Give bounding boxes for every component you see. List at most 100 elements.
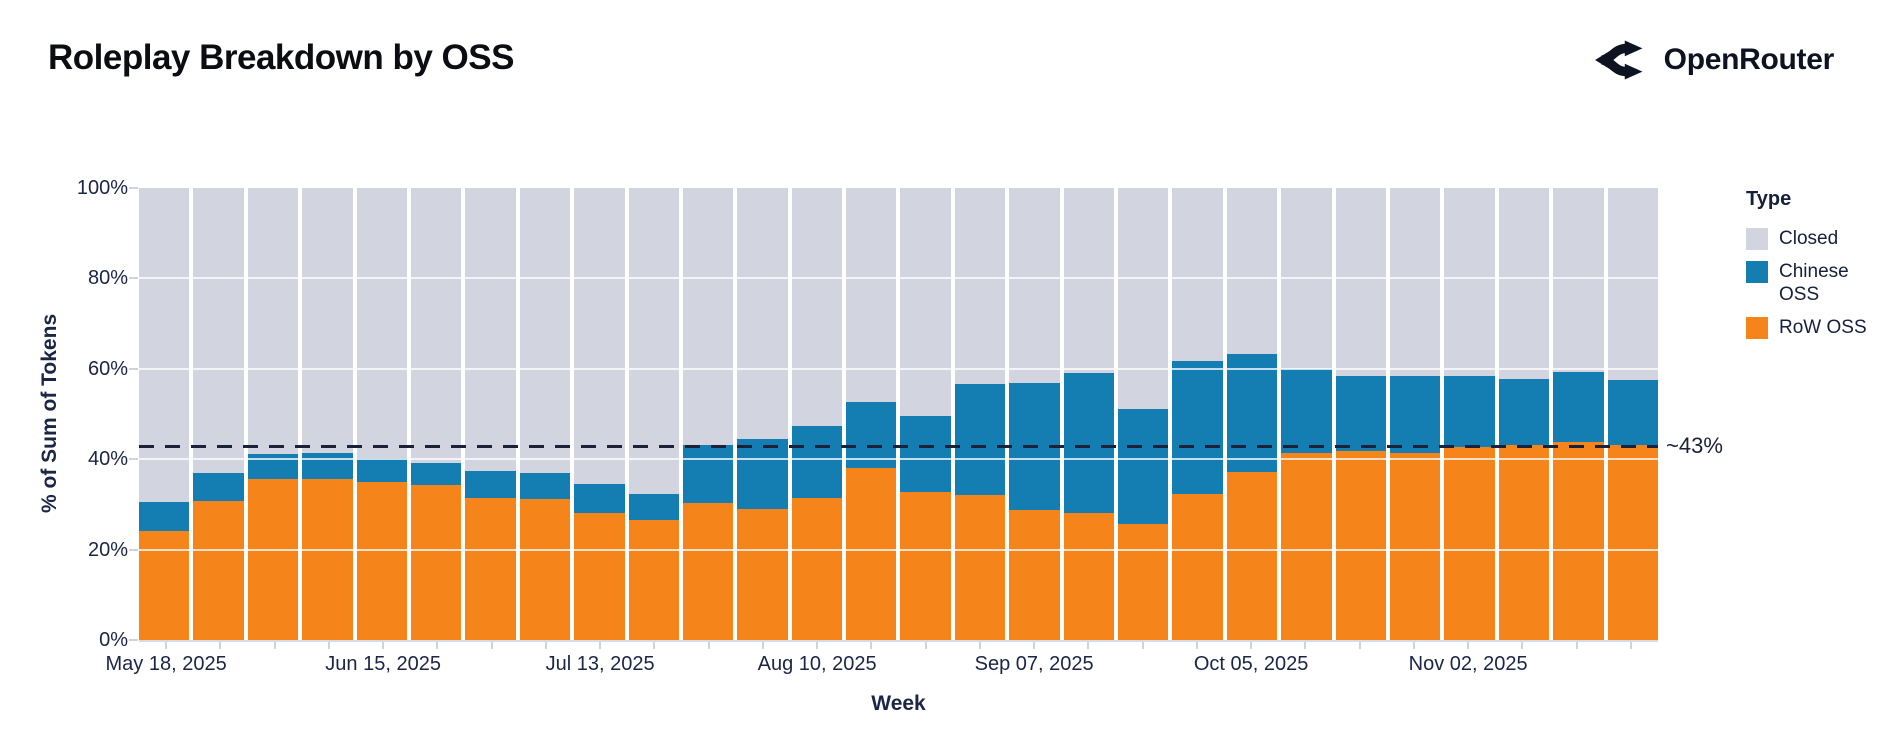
- bar-week-jul-27[interactable]: [682, 188, 734, 640]
- bar-week-nov-09[interactable]: [1498, 188, 1550, 640]
- bar-segment-row-oss[interactable]: [682, 503, 734, 640]
- bar-week-aug-17[interactable]: [846, 188, 897, 640]
- bar-week-jul-20[interactable]: [628, 188, 679, 640]
- bar-segment-row-oss[interactable]: [193, 500, 244, 640]
- bar-week-jul-06[interactable]: [519, 188, 571, 640]
- bar-segment-row-oss[interactable]: [1553, 442, 1604, 640]
- bar-segment-chinese-oss[interactable]: [737, 438, 788, 509]
- bar-week-sep-21[interactable]: [1118, 188, 1169, 640]
- bar-week-nov-23[interactable]: [1607, 188, 1658, 640]
- bar-segment-chinese-oss[interactable]: [1118, 409, 1169, 525]
- bar-segment-closed[interactable]: [1444, 188, 1495, 377]
- bar-segment-chinese-oss[interactable]: [139, 502, 190, 531]
- bar-segment-chinese-oss[interactable]: [1226, 354, 1278, 472]
- bar-segment-row-oss[interactable]: [302, 478, 353, 640]
- bar-segment-chinese-oss[interactable]: [628, 493, 679, 521]
- bar-week-jun-22[interactable]: [410, 188, 462, 640]
- bar-segment-closed[interactable]: [574, 188, 625, 485]
- bar-segment-closed[interactable]: [1607, 188, 1658, 381]
- bar-segment-chinese-oss[interactable]: [1389, 376, 1441, 453]
- bar-segment-row-oss[interactable]: [410, 484, 462, 640]
- bar-segment-chinese-oss[interactable]: [1281, 369, 1332, 454]
- bar-week-may-25[interactable]: [193, 188, 244, 640]
- bar-segment-chinese-oss[interactable]: [1172, 361, 1223, 494]
- bar-segment-chinese-oss[interactable]: [247, 454, 299, 480]
- bar-segment-row-oss[interactable]: [1335, 451, 1386, 640]
- bar-segment-closed[interactable]: [1226, 188, 1278, 355]
- bar-week-aug-31[interactable]: [954, 188, 1006, 640]
- bar-segment-row-oss[interactable]: [1281, 453, 1332, 640]
- bar-segment-row-oss[interactable]: [1226, 471, 1278, 640]
- bar-segment-closed[interactable]: [1281, 188, 1332, 370]
- bar-week-aug-10[interactable]: [791, 188, 843, 640]
- bar-segment-row-oss[interactable]: [465, 497, 516, 640]
- bar-segment-closed[interactable]: [737, 188, 788, 439]
- bar-segment-row-oss[interactable]: [574, 512, 625, 640]
- bar-segment-chinese-oss[interactable]: [682, 445, 734, 504]
- bar-segment-chinese-oss[interactable]: [465, 470, 516, 498]
- bar-week-oct-26[interactable]: [1389, 188, 1441, 640]
- bar-segment-chinese-oss[interactable]: [356, 458, 407, 482]
- bar-segment-row-oss[interactable]: [1172, 493, 1223, 640]
- bar-week-jun-29[interactable]: [465, 188, 516, 640]
- bar-segment-chinese-oss[interactable]: [1335, 375, 1386, 452]
- bar-segment-chinese-oss[interactable]: [846, 402, 897, 468]
- bar-segment-closed[interactable]: [1389, 188, 1441, 377]
- bar-segment-chinese-oss[interactable]: [1553, 371, 1604, 443]
- bar-week-jun-15[interactable]: [356, 188, 407, 640]
- bar-segment-closed[interactable]: [954, 188, 1006, 385]
- bar-segment-closed[interactable]: [1172, 188, 1223, 362]
- bar-week-sep-14[interactable]: [1063, 188, 1115, 640]
- bar-segment-closed[interactable]: [1335, 188, 1386, 376]
- bar-segment-closed[interactable]: [1498, 188, 1550, 380]
- bar-segment-chinese-oss[interactable]: [791, 425, 843, 498]
- bar-segment-closed[interactable]: [139, 188, 190, 503]
- bar-week-nov-02[interactable]: [1444, 188, 1495, 640]
- bar-segment-row-oss[interactable]: [628, 520, 679, 640]
- bar-segment-row-oss[interactable]: [1389, 452, 1441, 640]
- bar-segment-closed[interactable]: [1553, 188, 1604, 372]
- bar-segment-chinese-oss[interactable]: [519, 472, 571, 499]
- bar-week-aug-24[interactable]: [900, 188, 951, 640]
- bar-segment-row-oss[interactable]: [1498, 445, 1550, 640]
- bar-segment-closed[interactable]: [682, 188, 734, 446]
- bar-segment-closed[interactable]: [410, 188, 462, 463]
- bar-segment-row-oss[interactable]: [900, 491, 951, 640]
- bar-segment-row-oss[interactable]: [1607, 444, 1658, 640]
- bar-segment-row-oss[interactable]: [247, 479, 299, 640]
- bar-segment-closed[interactable]: [846, 188, 897, 403]
- bar-segment-closed[interactable]: [302, 188, 353, 454]
- bar-week-sep-07[interactable]: [1009, 188, 1060, 640]
- bar-segment-row-oss[interactable]: [846, 467, 897, 640]
- bar-week-jun-08[interactable]: [302, 188, 353, 640]
- bar-segment-closed[interactable]: [628, 188, 679, 494]
- bar-segment-closed[interactable]: [193, 188, 244, 473]
- bar-segment-closed[interactable]: [900, 188, 951, 417]
- bar-week-oct-05[interactable]: [1226, 188, 1278, 640]
- bar-week-nov-16[interactable]: [1553, 188, 1604, 640]
- bar-segment-row-oss[interactable]: [954, 494, 1006, 640]
- bar-segment-closed[interactable]: [1009, 188, 1060, 383]
- bar-week-oct-19[interactable]: [1335, 188, 1386, 640]
- bar-segment-chinese-oss[interactable]: [1607, 380, 1658, 445]
- bar-segment-row-oss[interactable]: [1063, 513, 1115, 640]
- bar-segment-row-oss[interactable]: [139, 530, 190, 640]
- bar-segment-chinese-oss[interactable]: [954, 384, 1006, 495]
- bar-segment-row-oss[interactable]: [1118, 524, 1169, 640]
- bar-segment-chinese-oss[interactable]: [1498, 379, 1550, 446]
- bar-week-jul-13[interactable]: [574, 188, 625, 640]
- bar-segment-closed[interactable]: [1063, 188, 1115, 374]
- bar-segment-row-oss[interactable]: [356, 481, 407, 640]
- bar-segment-closed[interactable]: [791, 188, 843, 426]
- bar-segment-row-oss[interactable]: [1009, 509, 1060, 640]
- bar-segment-closed[interactable]: [465, 188, 516, 471]
- bar-segment-row-oss[interactable]: [1444, 446, 1495, 640]
- bar-segment-chinese-oss[interactable]: [410, 462, 462, 485]
- bar-segment-row-oss[interactable]: [791, 497, 843, 640]
- bar-week-may-18[interactable]: [139, 188, 190, 640]
- bar-segment-chinese-oss[interactable]: [302, 453, 353, 479]
- bar-segment-closed[interactable]: [356, 188, 407, 459]
- bar-segment-chinese-oss[interactable]: [1063, 373, 1115, 514]
- bar-segment-chinese-oss[interactable]: [1444, 376, 1495, 447]
- bar-segment-chinese-oss[interactable]: [900, 416, 951, 492]
